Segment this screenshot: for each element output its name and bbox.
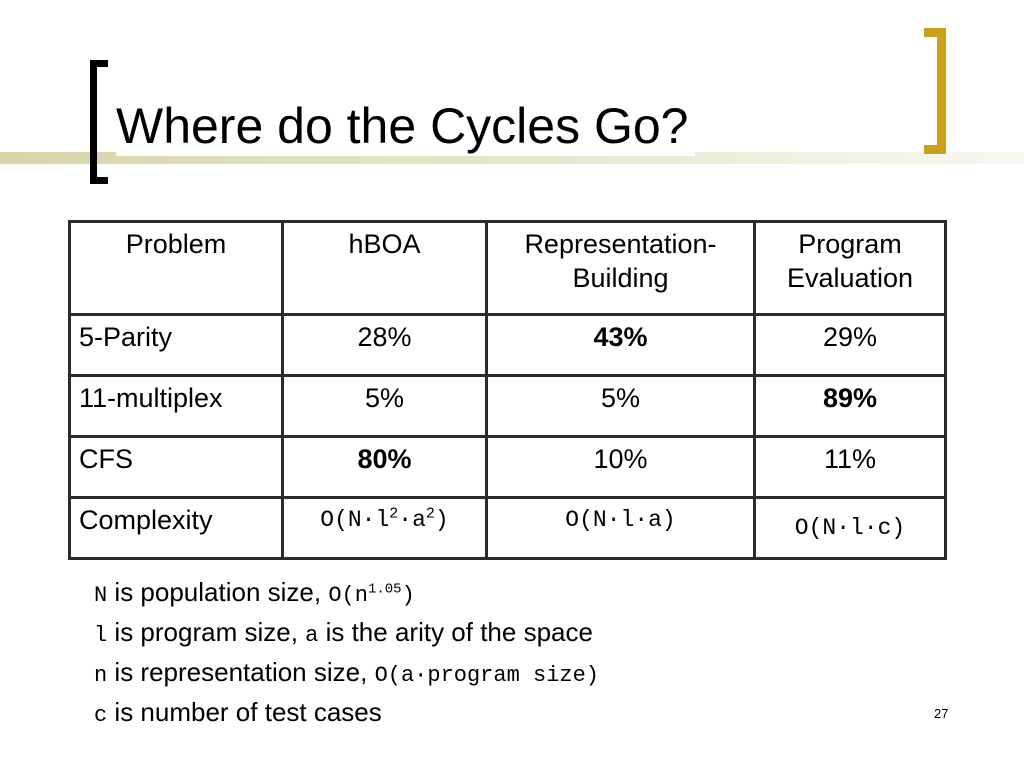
note-line: c is number of test cases <box>94 694 599 734</box>
header-program-evaluation: Program Evaluation <box>753 220 947 316</box>
note-var: a <box>305 623 319 648</box>
note-text: is program size, <box>107 617 306 647</box>
expr-part: ) <box>401 583 415 608</box>
note-var: n <box>94 663 108 688</box>
expr-part: ) <box>434 507 449 533</box>
cell-problem: Complexity <box>68 496 284 560</box>
cell-hboa: 28% <box>281 313 488 377</box>
note-line: n is representation size, O(a·program si… <box>94 654 599 694</box>
cell-hboa: 80% <box>281 435 488 499</box>
notes: N is population size, O(n1.05) l is prog… <box>94 574 599 734</box>
slide-title: Where do the Cycles Go? <box>116 96 695 156</box>
cell-eval: 89% <box>753 374 947 438</box>
table-header-row: Problem hBOA Representation- Building Pr… <box>68 220 947 316</box>
header-representation-building: Representation- Building <box>485 220 756 316</box>
table-row: 5-Parity 28% 43% 29% <box>68 313 947 377</box>
cell-hboa-complexity: O(N·l2·a2) <box>281 496 488 560</box>
expr-part: ·a <box>398 507 426 533</box>
header-text: Program <box>798 229 902 259</box>
cell-eval-complexity: O(N·l·c) <box>753 496 947 560</box>
note-text: is representation size, <box>107 657 375 687</box>
expr-part: O(n <box>328 583 368 608</box>
note-line: N is population size, O(n1.05) <box>94 574 599 614</box>
right-bracket-decoration <box>924 28 946 154</box>
header-hboa: hBOA <box>281 220 488 316</box>
cell-problem: CFS <box>68 435 284 499</box>
note-var: l <box>94 623 108 648</box>
header-text: Building <box>572 263 669 293</box>
header-text: Problem <box>125 229 227 259</box>
cell-problem: 5-Parity <box>68 313 284 377</box>
table-row-complexity: Complexity O(N·l2·a2) O(N·l·a) O(N·l·c) <box>68 496 947 560</box>
cycles-table: Problem hBOA Representation- Building Pr… <box>68 220 947 560</box>
header-text: Representation- <box>524 229 717 259</box>
table-row: CFS 80% 10% 11% <box>68 435 947 499</box>
note-line: l is program size, a is the arity of the… <box>94 614 599 654</box>
note-expr: O(a·program size) <box>374 663 599 688</box>
note-text: is population size, <box>107 577 329 607</box>
left-bracket-decoration <box>90 60 108 184</box>
cell-eval: 11% <box>753 435 947 499</box>
note-text: is number of test cases <box>107 697 382 727</box>
cell-rep: 10% <box>485 435 756 499</box>
note-var: c <box>94 703 108 728</box>
cell-rep: 5% <box>485 374 756 438</box>
page-number: 27 <box>934 706 949 721</box>
header-problem: Problem <box>68 220 284 316</box>
expr-part: O(N·l <box>320 507 390 533</box>
note-text: is the arity of the space <box>318 617 593 647</box>
cell-problem: 11-multiplex <box>68 374 284 438</box>
expr-sup: 2 <box>425 505 435 523</box>
header-text: hBOA <box>348 229 421 259</box>
expr-sup: 2 <box>389 505 399 523</box>
expr-sup: 1.05 <box>367 581 402 598</box>
table-row: 11-multiplex 5% 5% 89% <box>68 374 947 438</box>
cell-eval: 29% <box>753 313 947 377</box>
note-var: N <box>94 583 108 608</box>
cell-hboa: 5% <box>281 374 488 438</box>
note-expr: O(n1.05) <box>328 583 414 608</box>
cell-rep-complexity: O(N·l·a) <box>485 496 756 560</box>
header-text: Evaluation <box>786 263 914 293</box>
cell-rep: 43% <box>485 313 756 377</box>
